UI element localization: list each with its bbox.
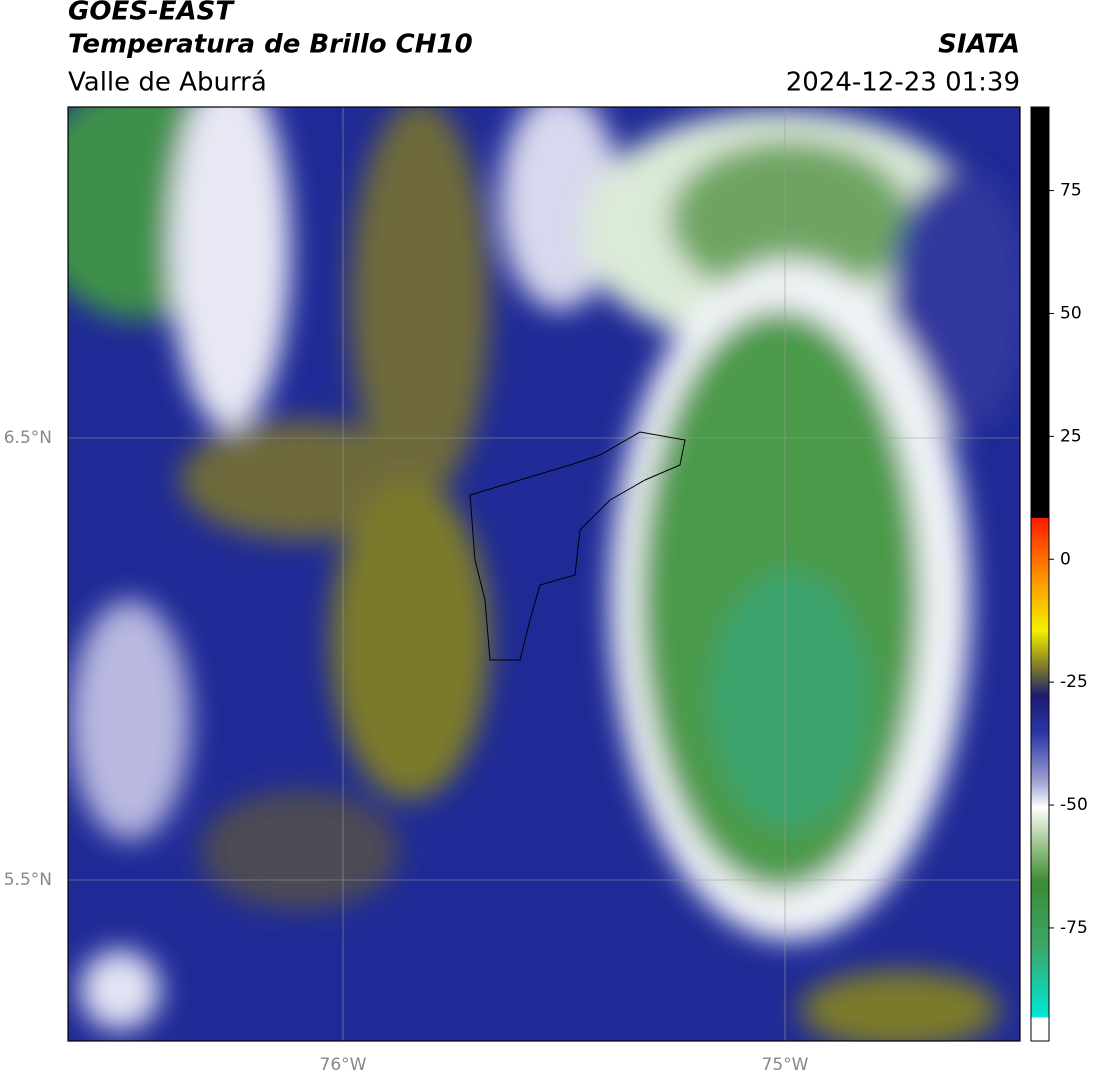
map-frame bbox=[67, 106, 1021, 1042]
colorbar-tick-label: -50 bbox=[1060, 795, 1088, 815]
colorbar bbox=[1030, 106, 1050, 1042]
colorbar-tick-label: 50 bbox=[1060, 303, 1082, 323]
colorbar-tick-label: 25 bbox=[1060, 426, 1082, 446]
region: Valle de Aburrá bbox=[68, 68, 267, 98]
satellite-image bbox=[68, 107, 1020, 1041]
subtitle: Temperatura de Brillo CH10 bbox=[68, 30, 473, 60]
lat-label: 6.5°N bbox=[4, 428, 52, 448]
source: SIATA bbox=[938, 30, 1020, 60]
colorbar-tick-label: 0 bbox=[1060, 549, 1071, 569]
colorbar-tick-label: -75 bbox=[1060, 918, 1088, 938]
lat-label: 5.5°N bbox=[4, 870, 52, 890]
title: GOES-EAST bbox=[68, 0, 235, 27]
lon-label: 76°W bbox=[320, 1055, 367, 1075]
colorbar-tick-label: 75 bbox=[1060, 181, 1082, 201]
lon-label: 75°W bbox=[762, 1055, 809, 1075]
datetime: 2024-12-23 01:39 bbox=[786, 68, 1020, 98]
colorbar-tick-label: -25 bbox=[1060, 672, 1088, 692]
